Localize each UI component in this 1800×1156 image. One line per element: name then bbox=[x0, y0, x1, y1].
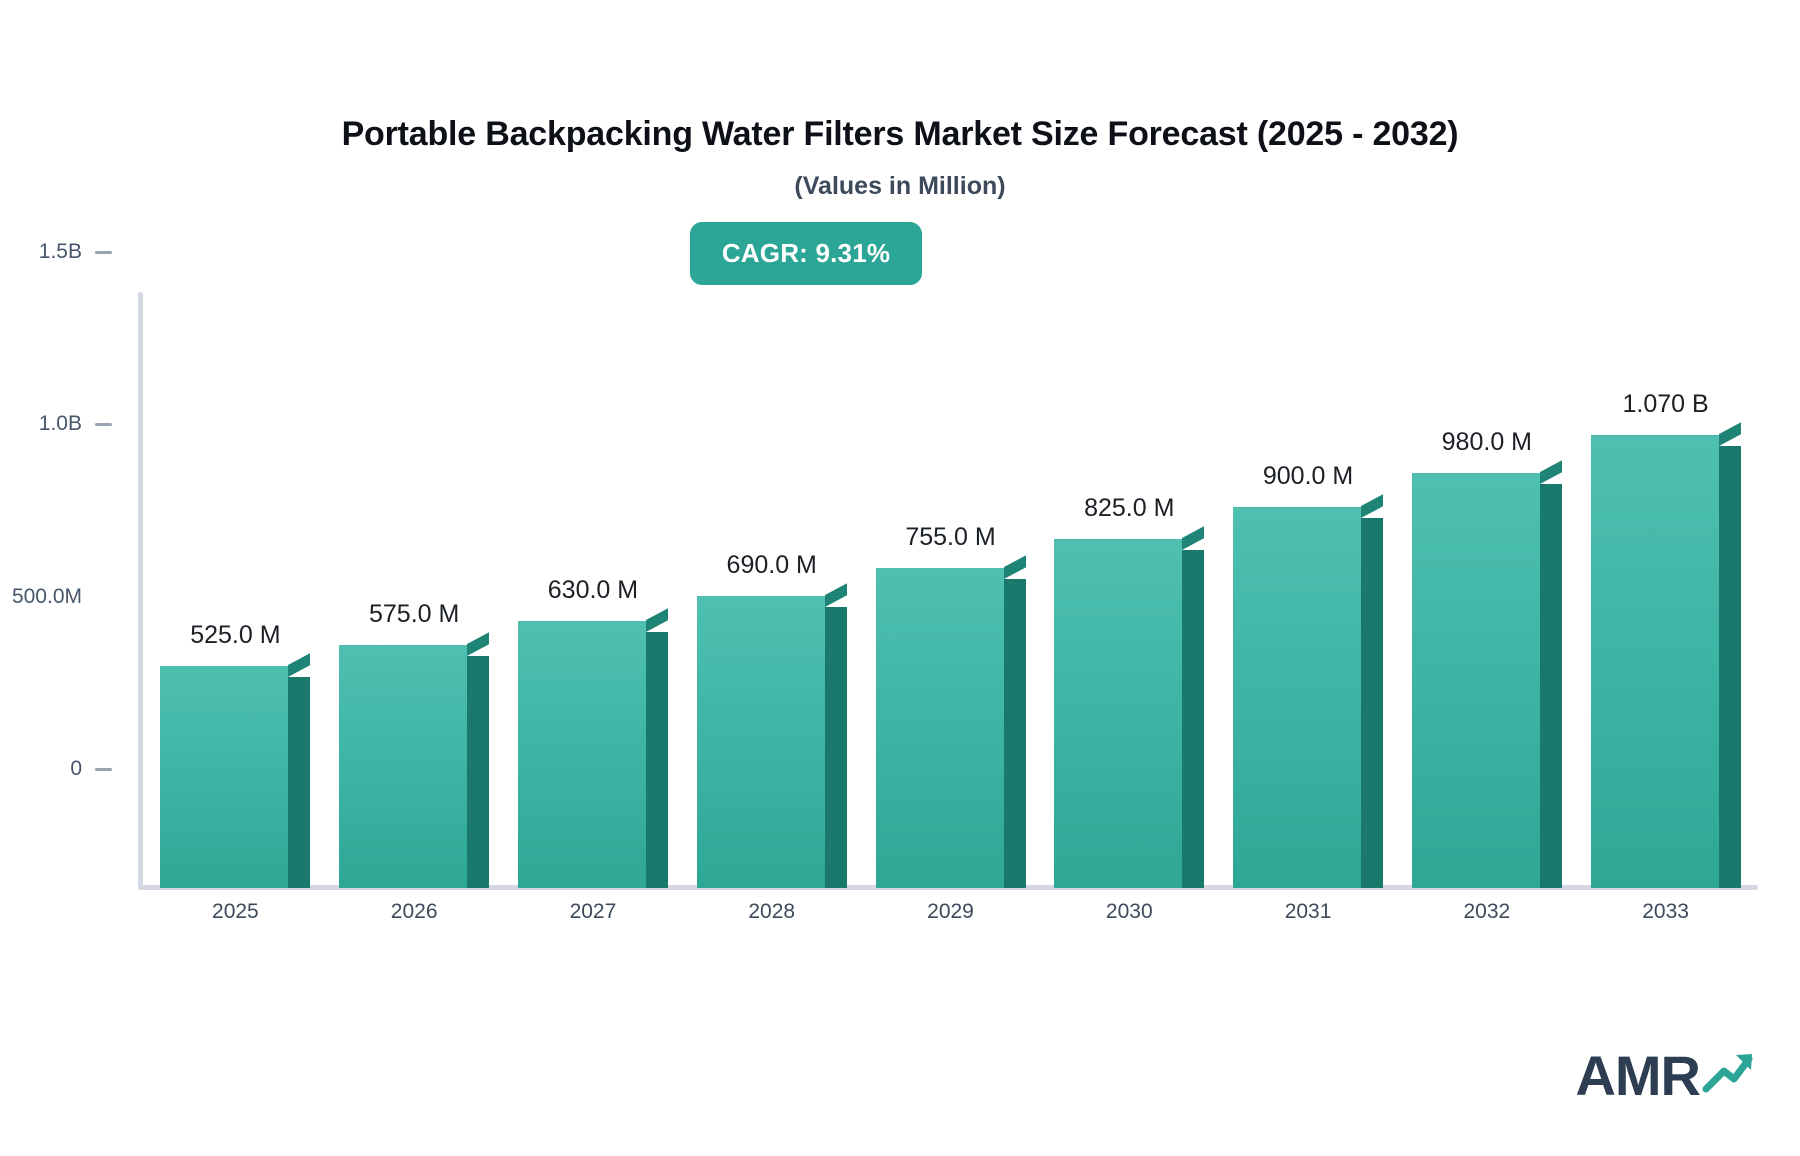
y-axis-tick-label: 1.5B bbox=[38, 240, 82, 263]
y-axis-tick-label: 1.0B bbox=[38, 412, 82, 435]
y-axis-tick: 1.0B bbox=[39, 412, 112, 436]
x-axis-label-2031: 2031 bbox=[1284, 900, 1332, 923]
bar-face bbox=[160, 665, 289, 888]
bar-2029: 755.0 M bbox=[875, 523, 1026, 888]
y-axis-tick: 0 bbox=[70, 757, 112, 781]
bar-side-face bbox=[824, 606, 847, 888]
bar-2032: 980.0 M bbox=[1411, 428, 1562, 888]
bar-side-face bbox=[1003, 579, 1026, 888]
cagr-badge: CAGR: 9.31% bbox=[690, 222, 922, 285]
bar-2030: 825.0 M bbox=[1054, 494, 1205, 888]
bar-face bbox=[339, 644, 468, 888]
bar-side-face bbox=[467, 655, 490, 888]
bar-top-face bbox=[1361, 494, 1384, 518]
x-axis-label-2033: 2033 bbox=[1642, 900, 1689, 923]
bar-value-label: 630.0 M bbox=[547, 576, 639, 605]
y-axis-tick-dash bbox=[95, 422, 112, 426]
bar-top-face bbox=[1003, 555, 1026, 580]
bar-2026: 575.0 M bbox=[339, 600, 490, 888]
bar-face bbox=[1233, 507, 1362, 888]
y-axis-tick-label: 500.0M bbox=[11, 585, 82, 608]
y-axis-tick-dash bbox=[95, 596, 112, 599]
bar-value-label: 755.0 M bbox=[905, 523, 996, 552]
x-axis-label-2025: 2025 bbox=[212, 900, 259, 923]
x-axis-label-2028: 2028 bbox=[748, 900, 796, 923]
amr-logo: AMR bbox=[1575, 1048, 1754, 1104]
bar-top-face bbox=[1539, 460, 1562, 485]
y-axis-tick: 1.5B bbox=[39, 240, 112, 264]
bar-2025: 525.0 M bbox=[160, 621, 311, 888]
bar-value-label: 1.070 B bbox=[1622, 390, 1709, 419]
bar-top-face bbox=[1718, 422, 1741, 447]
bar-face bbox=[1590, 435, 1719, 888]
bar-value-label: 575.0 M bbox=[368, 599, 460, 628]
bar-top-face bbox=[645, 608, 668, 633]
bar-side-face bbox=[1361, 518, 1384, 888]
bar-value-label: 825.0 M bbox=[1084, 493, 1175, 522]
cagr-badge-label: CAGR: 9.31% bbox=[721, 238, 891, 268]
bar-top-face bbox=[824, 583, 847, 607]
bar-face bbox=[517, 621, 646, 888]
bar-2027: 630.0 M bbox=[517, 576, 668, 888]
bar-value-label: 980.0 M bbox=[1441, 428, 1532, 457]
bar-value-label: 525.0 M bbox=[190, 620, 281, 649]
bar-side-face bbox=[1182, 549, 1205, 888]
bar-side-face bbox=[1718, 446, 1741, 888]
y-axis-tick-label: 0 bbox=[70, 757, 82, 780]
bar-2033: 1.070 B bbox=[1590, 390, 1741, 888]
x-axis-label-2029: 2029 bbox=[927, 900, 974, 923]
bar-top-face bbox=[288, 653, 311, 677]
bar-2031: 900.0 M bbox=[1233, 462, 1384, 888]
chart-subtitle: (Values in Million) bbox=[794, 172, 1006, 200]
bar-face bbox=[1411, 473, 1540, 888]
growth-arrow-icon bbox=[1702, 1049, 1754, 1100]
x-axis-label-2030: 2030 bbox=[1105, 900, 1153, 923]
bar-side-face bbox=[1539, 484, 1562, 888]
bar-face bbox=[1054, 538, 1183, 888]
x-axis-label-2032: 2032 bbox=[1463, 900, 1511, 923]
bar-value-label: 690.0 M bbox=[726, 550, 817, 579]
x-axis-label-2026: 2026 bbox=[390, 900, 438, 923]
x-axis-label-2027: 2027 bbox=[569, 900, 617, 923]
bar-side-face bbox=[288, 676, 311, 888]
bar-value-label: 900.0 M bbox=[1262, 462, 1354, 490]
chart-title: Portable Backpacking Water Filters Marke… bbox=[341, 115, 1459, 153]
bar-top-face bbox=[467, 631, 490, 656]
bar-2028: 690.0 M bbox=[696, 551, 847, 888]
amr-logo-text: AMR bbox=[1575, 1044, 1701, 1107]
y-axis-tick-dash bbox=[95, 250, 112, 254]
y-axis-line bbox=[138, 292, 143, 888]
bar-face bbox=[875, 568, 1004, 888]
bar-face bbox=[696, 595, 825, 888]
bar-side-face bbox=[645, 632, 668, 888]
y-axis-tick-dash bbox=[95, 767, 112, 771]
y-axis-tick: 500.0M bbox=[12, 585, 112, 609]
bar-top-face bbox=[1182, 526, 1205, 550]
